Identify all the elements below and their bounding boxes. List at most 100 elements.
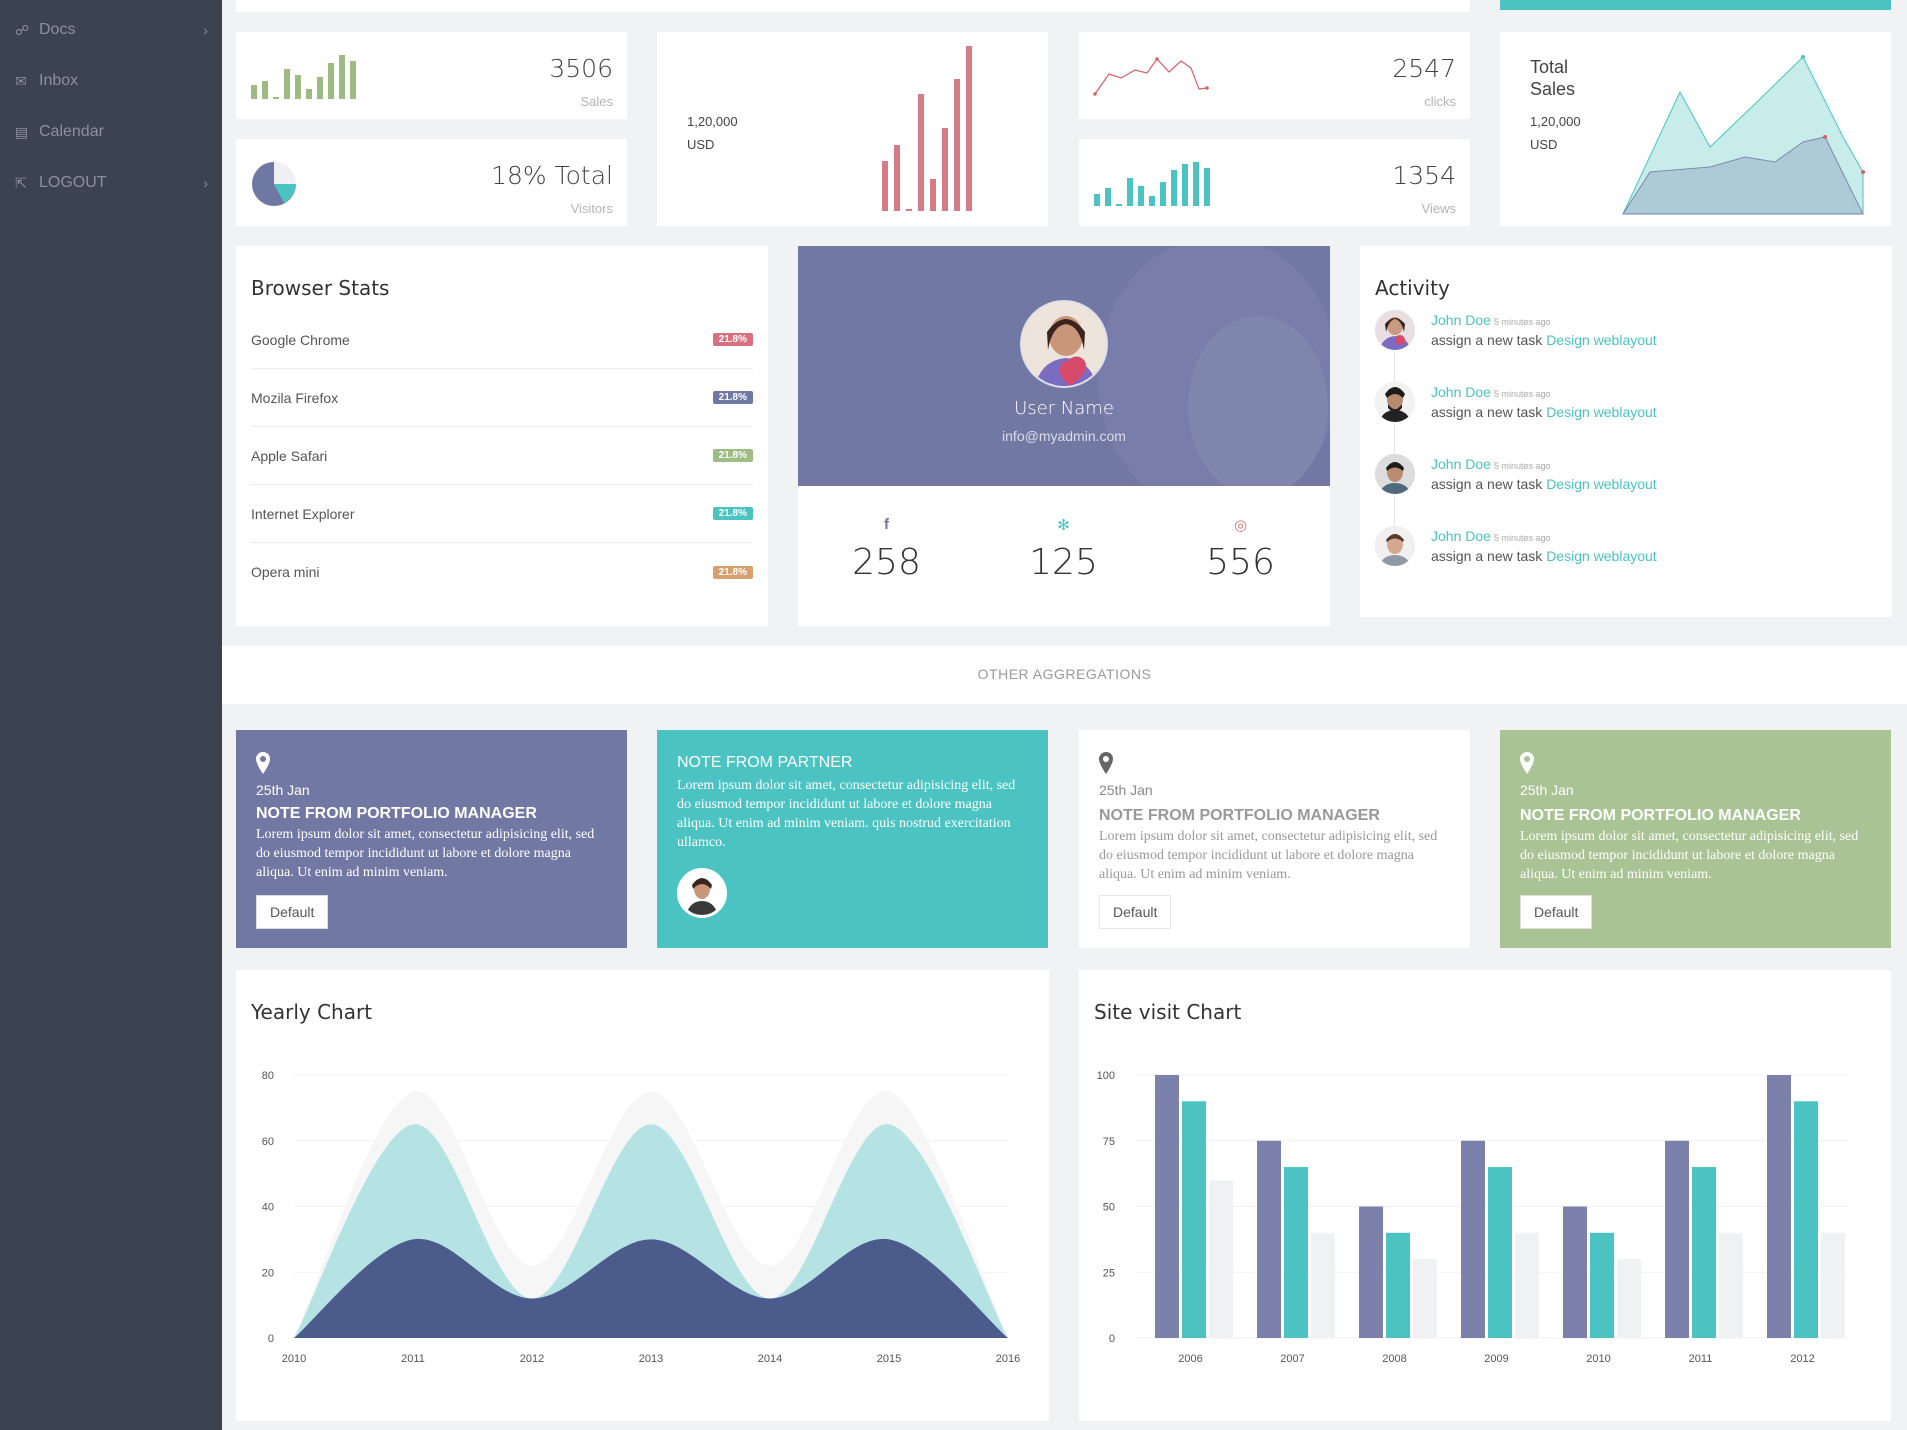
sales-sparkbar	[251, 51, 356, 99]
note-card-portfolio-white: 25th Jan NOTE FROM PORTFOLIO MANAGER Lor…	[1079, 730, 1470, 948]
activity-task-link[interactable]: Design weblayout	[1546, 332, 1657, 348]
visitors-value: 18% Total	[491, 161, 613, 190]
activity-user-link[interactable]: John Doe	[1431, 312, 1491, 328]
x-tick-label: 2014	[758, 1353, 782, 1365]
bar-series-2	[1386, 1232, 1410, 1338]
bar-series-1	[1665, 1140, 1689, 1338]
y-tick-label: 100	[1097, 1070, 1115, 1082]
profile-banner: User Name info@myadmin.com	[798, 246, 1330, 486]
activity-user-link[interactable]: John Doe	[1431, 456, 1491, 472]
visitors-card: 18% Total Visitors	[236, 139, 627, 226]
facebook-stat[interactable]: f 258	[798, 516, 975, 583]
activity-header: John Doe 5 minutes ago	[1431, 384, 1550, 400]
usd-unit: USD	[687, 137, 715, 152]
activity-time: 5 minutes ago	[1493, 533, 1551, 543]
bar-series-2	[1182, 1101, 1206, 1338]
default-button[interactable]: Default	[1520, 895, 1593, 929]
browser-badge: 21.8%	[712, 333, 753, 346]
default-button[interactable]: Default	[1099, 895, 1172, 929]
sidebar-item-label: LOGOUT	[39, 174, 107, 191]
aggregations-bar: OTHER AGGREGATIONS	[222, 646, 1907, 704]
browser-row-safari[interactable]: Apple Safari 21.8%	[251, 427, 753, 485]
x-tick-label: 2016	[996, 1353, 1020, 1365]
browser-badge: 21.8%	[712, 565, 753, 579]
note-card-portfolio: 25th Jan NOTE FROM PORTFOLIO MANAGER Lor…	[236, 730, 627, 948]
y-tick-label: 0	[268, 1333, 274, 1345]
browser-name: Mozila Firefox	[251, 389, 339, 406]
browser-row-ie[interactable]: Internet Explorer 21.8%	[251, 485, 753, 543]
docs-icon: ☍	[15, 21, 30, 38]
y-tick-label: 0	[1109, 1333, 1115, 1345]
calendar-icon: ▤	[15, 123, 29, 140]
activity-item: John Doe 5 minutes ago assign a new task …	[1375, 310, 1875, 370]
avatar[interactable]	[677, 868, 727, 918]
activity-time: 5 minutes ago	[1493, 461, 1551, 471]
bar-series-3	[1515, 1232, 1539, 1338]
x-tick-label: 2012	[1790, 1353, 1814, 1365]
browser-row-opera[interactable]: Opera mini 21.8%	[251, 543, 753, 601]
bar-series-2	[1692, 1167, 1716, 1338]
y-tick-label: 75	[1103, 1136, 1115, 1148]
sidebar-item-docs[interactable]: ☍ Docs ›	[0, 10, 222, 50]
yearly-chart-card: Yearly Chart 0 20 40 60 80 2010 2011 2012 2013 20…	[236, 970, 1049, 1421]
browser-name: Internet Explorer	[251, 505, 355, 522]
browser-row-chrome[interactable]: Google Chrome 21.8%	[251, 311, 753, 369]
browser-row-firefox[interactable]: Mozila Firefox 21.8%	[251, 369, 753, 427]
activity-task-link[interactable]: Design weblayout	[1546, 404, 1657, 420]
chevron-right-icon: ›	[203, 22, 208, 38]
activity-text: assign a new task	[1431, 332, 1543, 348]
sales-card: 3506 Sales	[236, 32, 627, 119]
sidebar-item-label: Docs	[39, 21, 76, 38]
activity-text: assign a new task	[1431, 548, 1543, 564]
dribbble-stat[interactable]: ◎ 556	[1152, 516, 1329, 583]
sitevisit-chart: 0 25 50 75 100 2006 2007 2008 2009 2010 2011 2012	[1097, 1070, 1849, 1365]
total-sales-unit: USD	[1530, 137, 1558, 152]
avatar[interactable]	[1375, 454, 1415, 494]
x-tick-label: 2015	[877, 1353, 901, 1365]
activity-header: John Doe 5 minutes ago	[1431, 456, 1550, 472]
y-tick-label: 60	[262, 1136, 274, 1148]
avatar[interactable]	[1020, 300, 1108, 388]
sidebar-item-calendar[interactable]: ▤ Calendar	[0, 112, 222, 152]
note-text: Lorem ipsum dolor sit amet, consectetur …	[1099, 829, 1438, 882]
default-button[interactable]: Default	[256, 895, 329, 929]
sidebar-item-inbox[interactable]: ✉ Inbox	[0, 61, 222, 101]
sidebar-item-logout[interactable]: ⇱ LOGOUT ›	[0, 163, 222, 203]
bar-series-1	[1359, 1206, 1383, 1338]
twitter-stat[interactable]: ✻ 125	[975, 516, 1152, 583]
avatar[interactable]	[1375, 382, 1415, 422]
yearly-chart: 0 20 40 60 80 2010 2011 2012 2013 2014 2015 2016	[262, 1070, 1020, 1365]
bar-series-1	[1767, 1075, 1791, 1338]
browser-badge: 21.8%	[712, 507, 753, 520]
total-sales-card: Total Sales 1,20,000 USD	[1500, 32, 1891, 226]
bar-series-3	[1209, 1180, 1233, 1338]
aggregations-title: OTHER AGGREGATIONS	[977, 666, 1152, 682]
bar-series-2	[1284, 1167, 1308, 1338]
bar-series-1	[1257, 1140, 1281, 1338]
logout-icon: ⇱	[15, 174, 27, 191]
twitter-icon: ✻	[1057, 517, 1070, 534]
note-title: NOTE FROM PORTFOLIO MANAGER	[1099, 807, 1380, 824]
activity-time: 5 minutes ago	[1493, 317, 1551, 327]
avatar[interactable]	[1375, 310, 1415, 350]
total-sales-title-line2: Sales	[1530, 79, 1576, 99]
visitors-pie	[252, 162, 296, 206]
avatar[interactable]	[1375, 526, 1415, 566]
activity-timeline-line	[1394, 336, 1395, 536]
activity-task-link[interactable]: Design weblayout	[1546, 476, 1657, 492]
activity-item: John Doe 5 minutes ago assign a new task …	[1375, 526, 1875, 586]
dribbble-count: 556	[1206, 542, 1275, 583]
x-tick-label: 2007	[1280, 1353, 1304, 1365]
browser-name: Apple Safari	[251, 447, 328, 464]
x-tick-label: 2011	[401, 1353, 425, 1365]
browser-badge: 21.8%	[712, 391, 753, 404]
map-pin-icon	[1520, 752, 1534, 774]
activity-item: John Doe 5 minutes ago assign a new task …	[1375, 382, 1875, 442]
note-text: Lorem ipsum dolor sit amet, consectetur …	[677, 778, 1016, 850]
activity-user-link[interactable]: John Doe	[1431, 384, 1491, 400]
activity-task-link[interactable]: Design weblayout	[1546, 548, 1657, 564]
activity-card: Activity John Doe 5 minutes ago assign a …	[1360, 246, 1892, 617]
usd-value: 1,20,000	[687, 114, 738, 129]
activity-user-link[interactable]: John Doe	[1431, 528, 1491, 544]
activity-header: John Doe 5 minutes ago	[1431, 312, 1550, 328]
